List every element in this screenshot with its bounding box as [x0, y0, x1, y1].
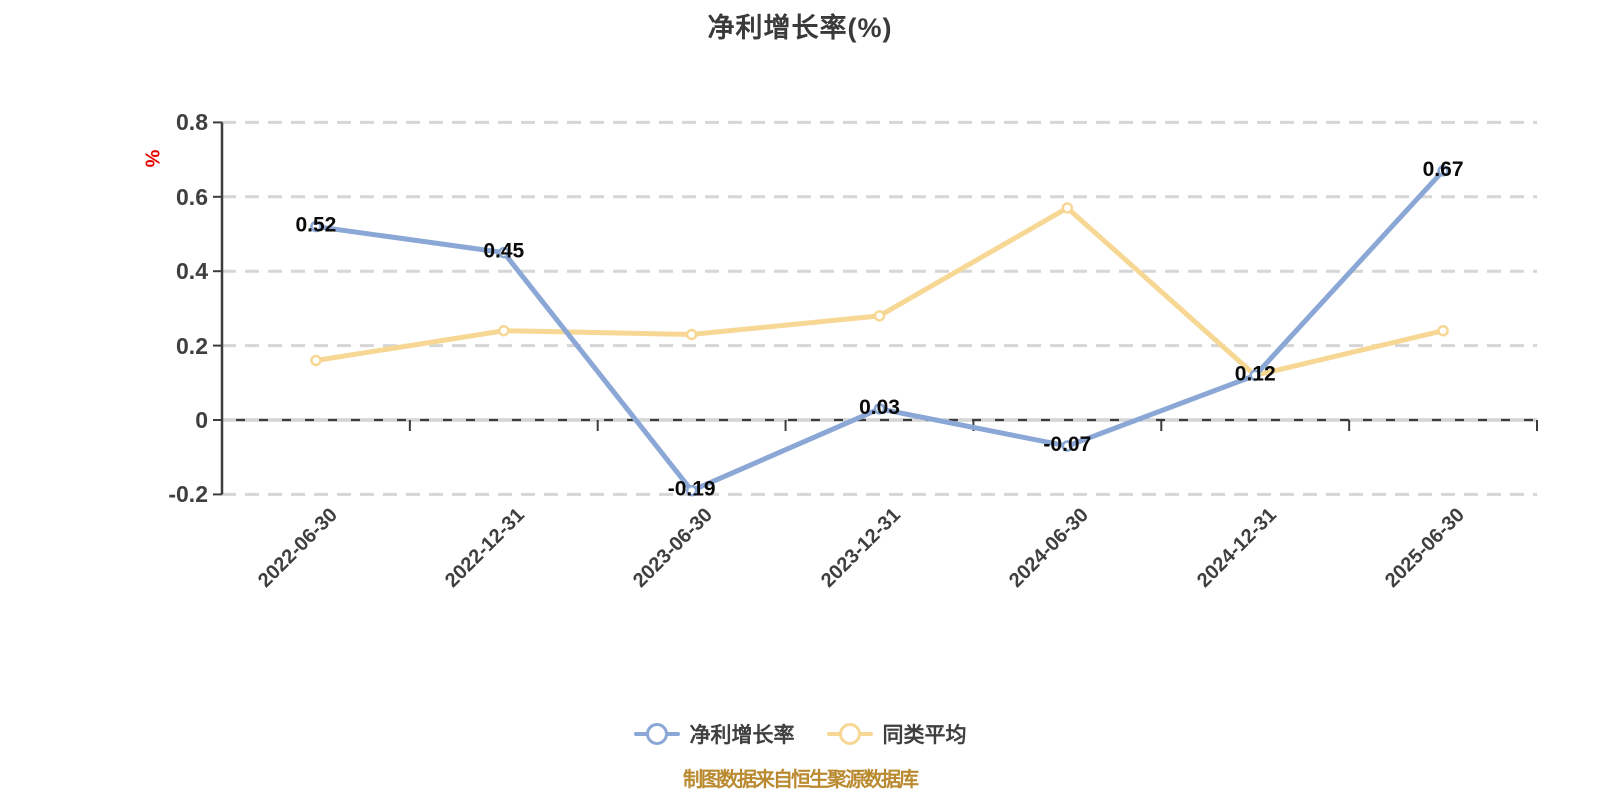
data-point-average[interactable]	[873, 310, 886, 322]
y-axis-label: 0.8	[176, 109, 208, 136]
legend-label: 净利增长率	[689, 724, 795, 747]
point-value-label: 0.03	[859, 396, 900, 419]
data-point-main[interactable]	[310, 220, 322, 233]
point-value-label: 0.67	[1423, 158, 1464, 181]
legend-label: 同类平均	[882, 724, 967, 747]
point-value-label: 0.45	[483, 240, 524, 263]
point-value-label: 0.12	[1235, 362, 1276, 385]
point-value-label: 0.52	[295, 214, 336, 237]
y-axis-label: 0.2	[176, 332, 208, 359]
data-point-main[interactable]	[873, 403, 886, 415]
data-point-average[interactable]	[310, 354, 322, 367]
data-point-main[interactable]	[1061, 440, 1074, 452]
data-point-main[interactable]	[1437, 165, 1449, 177]
data-point-average[interactable]	[1437, 324, 1449, 337]
legend: 净利增长率 同类平均	[0, 719, 1600, 749]
legend-line-circle-icon	[633, 723, 680, 745]
data-point-main[interactable]	[498, 246, 510, 259]
data-source-caption: 制图数据来自恒生聚源数据库	[683, 769, 919, 791]
data-point-average[interactable]	[498, 324, 510, 337]
chart-title: 净利增长率(%)	[707, 13, 893, 43]
y-axis-label: -0.2	[168, 481, 208, 508]
data-point-main[interactable]	[1249, 369, 1261, 382]
y-axis-label: 0	[195, 407, 208, 433]
data-point-average[interactable]	[685, 328, 698, 341]
point-value-label: -0.19	[668, 478, 716, 501]
legend-line-circle-icon	[826, 723, 873, 745]
point-value-label: -0.07	[1043, 433, 1091, 456]
data-point-main[interactable]	[685, 484, 698, 497]
legend-item-category-average[interactable]: 同类平均	[826, 719, 967, 749]
series-line-average	[313, 205, 1446, 378]
y-axis-label: 0.4	[176, 258, 208, 285]
legend-item-net-profit-growth[interactable]: 净利增长率	[633, 719, 795, 749]
series-line-main	[313, 168, 1446, 494]
y-axis-label: 0.6	[176, 183, 208, 210]
data-point-average[interactable]	[1061, 202, 1074, 214]
